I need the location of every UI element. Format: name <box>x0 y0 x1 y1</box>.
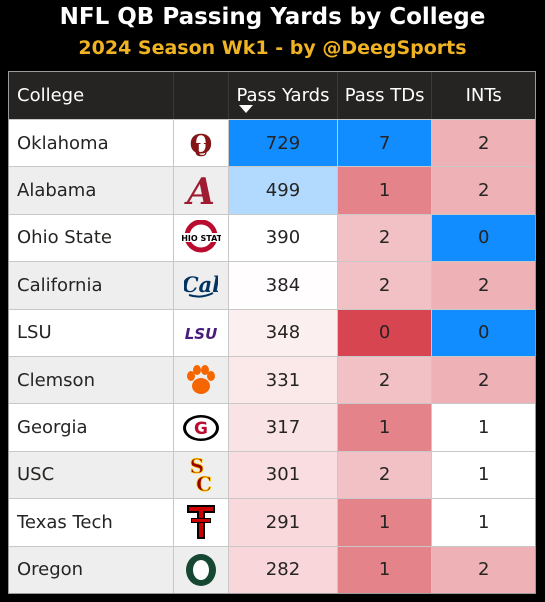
svg-text:C: C <box>196 472 212 495</box>
svg-text:OHIO STATE: OHIO STATE <box>181 234 221 243</box>
ohio-state-logo-icon: OHIO STATE <box>174 214 230 262</box>
pass-yards-cell: 291 <box>229 499 338 546</box>
ints-cell: 2 <box>432 262 535 309</box>
ints-cell: 2 <box>432 120 535 167</box>
column-header-pass-tds[interactable]: Pass TDs <box>338 72 433 119</box>
column-header-college[interactable]: College <box>9 72 175 119</box>
college-cell: Texas Tech <box>9 499 175 546</box>
chart-title: NFL QB Passing Yards by College <box>59 4 486 30</box>
college-cell: California <box>9 262 175 309</box>
oregon-o-logo-icon <box>174 546 230 593</box>
svg-text:O: O <box>190 130 213 160</box>
college-cell: Georgia <box>9 404 175 451</box>
pass-yards-cell: 499 <box>229 167 338 214</box>
table-row: Texas Tech 291 1 1 <box>9 498 535 546</box>
pass-tds-cell: 1 <box>337 546 433 593</box>
ints-cell: 2 <box>432 356 535 404</box>
pass-tds-cell: 0 <box>337 309 433 356</box>
lsu-logo-icon: LSU <box>174 309 230 356</box>
table-row: Alabama A 499 1 2 <box>9 166 535 214</box>
georgia-g-logo-icon: G <box>174 404 230 451</box>
column-header-ints[interactable]: INTs <box>465 85 502 106</box>
svg-text:A: A <box>184 172 215 210</box>
pass-yards-cell: 317 <box>229 404 338 451</box>
chart-subtitle: 2024 Season Wk1 - by @DeegSports <box>78 37 467 59</box>
table-row: Oregon 282 1 2 <box>9 545 535 593</box>
pass-yards-cell: 331 <box>229 356 338 404</box>
pass-tds-cell: 2 <box>337 262 433 309</box>
sort-descending-icon <box>239 105 254 113</box>
pass-tds-cell: 1 <box>337 167 433 214</box>
pass-tds-cell: 7 <box>337 120 433 167</box>
college-cell: Clemson <box>9 356 175 404</box>
pass-tds-cell: 1 <box>337 404 433 451</box>
pass-tds-cell: 2 <box>337 451 433 499</box>
pass-tds-cell: 2 <box>337 214 433 262</box>
ints-cell: 0 <box>432 309 535 356</box>
svg-text:S: S <box>190 455 204 478</box>
ints-cell: 1 <box>432 404 535 451</box>
passing-table: College Pass Yards Pass TDs INTs Oklahom… <box>8 71 536 594</box>
ints-cell: 1 <box>432 451 535 499</box>
column-header-logo[interactable] <box>174 72 230 119</box>
pass-tds-cell: 2 <box>337 356 433 404</box>
pass-yards-cell: 384 <box>229 262 338 309</box>
cal-script-logo-icon: Cal <box>174 262 230 309</box>
svg-text:LSU: LSU <box>185 325 218 343</box>
ints-cell: 1 <box>432 499 535 546</box>
table-row: Georgia G 317 1 1 <box>9 403 535 451</box>
table-row: CaliforniaCal38422 <box>9 261 535 309</box>
pass-yards-cell: 348 <box>229 309 338 356</box>
svg-text:U: U <box>193 140 209 160</box>
alabama-script-a-logo-icon: A <box>174 167 230 214</box>
college-cell: Oregon <box>9 546 175 593</box>
pass-yards-cell: 282 <box>229 546 338 593</box>
table-row: Oklahoma O U 729 7 2 <box>9 119 535 167</box>
ints-cell: 2 <box>432 546 535 593</box>
table-row: Clemson 331 2 2 <box>9 355 535 404</box>
table-row: USC S C 301 2 1 <box>9 450 535 499</box>
texas-tech-double-t-logo-icon <box>174 499 230 546</box>
column-header-pass-yards-label: Pass Yards <box>236 85 330 106</box>
table-header-row: College Pass Yards Pass TDs INTs <box>9 72 535 119</box>
college-cell: LSU <box>9 309 175 356</box>
ints-cell: 2 <box>432 167 535 214</box>
clemson-paw-logo-icon <box>174 356 230 404</box>
college-cell: Ohio State <box>9 214 175 262</box>
pass-yards-cell: 301 <box>229 451 338 499</box>
column-header-pass-yards[interactable]: Pass Yards <box>229 72 338 119</box>
pass-tds-cell: 1 <box>337 499 433 546</box>
ints-cell: 0 <box>432 214 535 262</box>
pass-yards-cell: 390 <box>229 214 338 262</box>
college-cell: Oklahoma <box>9 120 175 167</box>
pass-yards-cell: 729 <box>229 120 338 167</box>
college-cell: USC <box>9 451 175 499</box>
college-cell: Alabama <box>9 167 175 214</box>
svg-text:G: G <box>194 419 208 439</box>
table-row: LSU LSU 348 0 0 <box>9 308 535 356</box>
